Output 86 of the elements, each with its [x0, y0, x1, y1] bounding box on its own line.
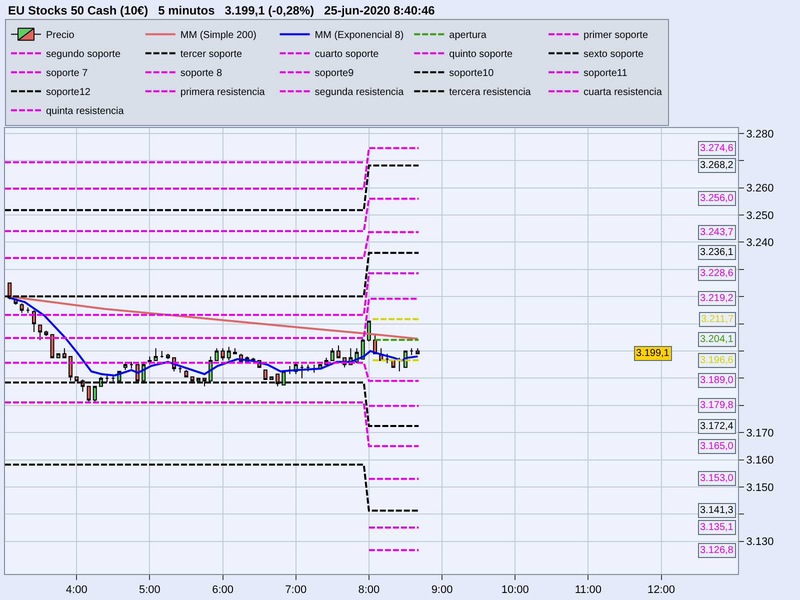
annotation: 3.196,6 — [700, 355, 734, 366]
candlestick — [26, 306, 30, 314]
x-tick-label: 6:00 — [212, 584, 234, 596]
candlestick — [416, 348, 420, 354]
x-tick-label: 10:00 — [501, 584, 529, 596]
x-tick-label: 12:00 — [648, 584, 676, 596]
legend-label: cuarta resistencia — [584, 87, 662, 98]
annotation: 3.243,7 — [700, 227, 734, 238]
annotation: 3.199,1 — [636, 348, 670, 359]
y-tick-label: 3.260 — [746, 182, 774, 195]
x-tick-label: 5:00 — [138, 584, 160, 596]
candlestick — [20, 302, 24, 314]
x-tick-label: 9:00 — [431, 584, 453, 596]
y-tick-label: 3.170 — [746, 427, 774, 440]
candlestick — [226, 346, 231, 362]
annotation: 3.228,6 — [700, 268, 734, 279]
annotation: 3.141,3 — [700, 505, 734, 516]
x-tick-label: 11:00 — [574, 584, 602, 596]
x-tick-label: 4:00 — [66, 584, 88, 596]
legend-label: quinto soporte — [449, 49, 513, 60]
candlestick — [148, 356, 152, 366]
candlestick — [336, 345, 340, 358]
candlestick — [330, 348, 334, 362]
candlestick — [92, 386, 97, 404]
legend-label: apertura — [449, 30, 487, 42]
y-tick-label: 3.240 — [746, 237, 774, 250]
line-series — [8, 296, 419, 376]
y-tick-label: 3.160 — [746, 454, 774, 467]
annotation: 3.153,0 — [700, 473, 734, 484]
y-tick-label: 3.280 — [746, 128, 774, 140]
candlestick — [62, 348, 66, 358]
annotation: 3.165,0 — [700, 441, 734, 452]
legend-label: MM (Exponencial 8) — [314, 30, 404, 42]
candlestick — [32, 310, 36, 332]
annotation: 3.236,1 — [700, 247, 734, 258]
x-tick-label: 7:00 — [285, 584, 307, 596]
legend-label: sexto soporte — [584, 49, 644, 60]
legend-label: MM (Simple 200) — [180, 30, 257, 42]
legend-label: soporte 8 — [180, 68, 223, 80]
candlestick — [129, 361, 134, 370]
y-tick-label: 3.130 — [746, 536, 774, 548]
annotation: 3.211,7 — [701, 314, 734, 325]
candlestick — [214, 348, 219, 362]
candlestick — [123, 361, 128, 371]
legend-label: segundo soporte — [46, 49, 121, 60]
annotation: 3.274,6 — [700, 143, 734, 154]
annotation: 3.135,1 — [700, 522, 734, 533]
candlestick — [178, 365, 182, 374]
legend-label: primera resistencia — [180, 87, 266, 98]
candlestick — [160, 350, 164, 358]
legend-label: tercer soporte — [180, 49, 243, 60]
candlestick — [154, 348, 158, 362]
annotation: 3.204,1 — [700, 334, 734, 345]
candlestick — [38, 324, 42, 341]
candlestick — [410, 348, 414, 356]
candlestick — [166, 353, 170, 360]
annotation: 3.179,8 — [700, 400, 734, 411]
legend-label: primer soporte — [584, 30, 648, 42]
legend-label: soporte10 — [449, 68, 494, 80]
annotation: 3.189,0 — [700, 375, 734, 386]
legend-label: Precio — [46, 30, 75, 42]
annotation: 3.172,4 — [700, 421, 734, 432]
annotation: 3.126,8 — [700, 545, 734, 556]
y-tick-label: 3.250 — [746, 210, 774, 222]
legend-label: soporte11 — [584, 68, 628, 80]
candlestick — [44, 330, 48, 337]
legend-label: tercera resistencia — [449, 87, 532, 98]
legend-label: quinta resistencia — [46, 106, 124, 118]
candlestick — [300, 364, 304, 379]
x-tick-label: 8:00 — [358, 584, 380, 596]
legend-label: soporte12 — [46, 87, 91, 98]
y-tick-label: 3.150 — [746, 482, 774, 494]
candlestick — [232, 348, 237, 354]
annotation: 3.268,2 — [700, 160, 734, 171]
candlestick — [50, 334, 54, 358]
annotation: 3.219,2 — [700, 293, 734, 304]
candlestick — [306, 364, 310, 372]
legend-label: soporte9 — [314, 68, 354, 80]
legend-label: soporte 7 — [46, 68, 88, 80]
annotation: 3.256,0 — [700, 193, 734, 204]
legend-label: cuarto soporte — [314, 49, 380, 60]
candlestick — [220, 348, 225, 362]
legend-label: segunda resistencia — [314, 87, 404, 98]
chart-title: EU Stocks 50 Cash (10€) 5 minutos 3.199,1 (-0,28%) 25-jun-2020 8:40:46 — [8, 3, 436, 18]
candlestick — [86, 386, 91, 404]
candlestick — [385, 353, 390, 364]
